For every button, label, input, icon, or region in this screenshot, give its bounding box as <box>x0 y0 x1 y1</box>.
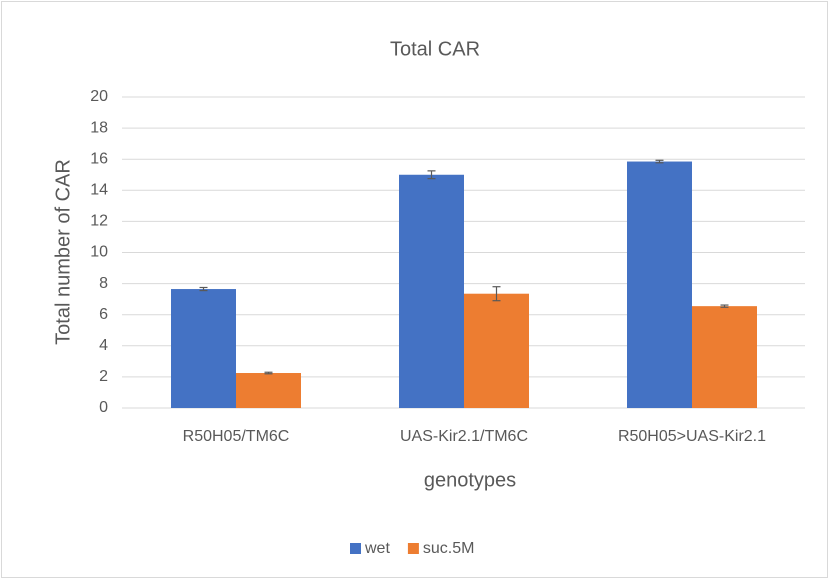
bar <box>171 289 236 408</box>
error-bar <box>427 170 436 180</box>
y-tick-label: 4 <box>99 337 108 354</box>
bar <box>627 161 692 408</box>
y-tick-label: 2 <box>99 368 108 385</box>
bar <box>236 373 301 408</box>
bar <box>692 306 757 408</box>
y-tick-label: 0 <box>99 399 108 416</box>
y-tick-label: 16 <box>90 150 108 167</box>
error-bar <box>655 159 664 164</box>
error-bar <box>199 286 208 292</box>
y-tick-label: 14 <box>90 182 108 199</box>
chart-title: Total CAR <box>390 38 480 60</box>
legend-swatch <box>350 543 361 554</box>
y-tick-label: 6 <box>99 306 108 323</box>
x-tick-label: R50H05/TM6C <box>183 428 290 445</box>
x-axis-label: genotypes <box>424 469 516 491</box>
x-tick-label: UAS-Kir2.1/TM6C <box>400 428 528 445</box>
error-bar <box>492 286 501 302</box>
legend-label: suc.5M <box>423 540 475 557</box>
y-axis-label: Total number of CAR <box>52 159 74 345</box>
x-tick-label: R50H05>UAS-Kir2.1 <box>618 428 766 445</box>
error-bar <box>264 371 273 375</box>
legend-swatch <box>407 543 419 554</box>
y-tick-label: 20 <box>90 88 108 105</box>
legend-label: wet <box>364 540 390 557</box>
y-tick-label: 8 <box>99 275 108 292</box>
bar <box>464 293 529 408</box>
y-tick-label: 10 <box>90 244 108 261</box>
error-bar <box>720 304 729 308</box>
bar <box>399 174 464 408</box>
y-tick-label: 12 <box>90 213 108 230</box>
y-tick-label: 18 <box>90 119 108 136</box>
